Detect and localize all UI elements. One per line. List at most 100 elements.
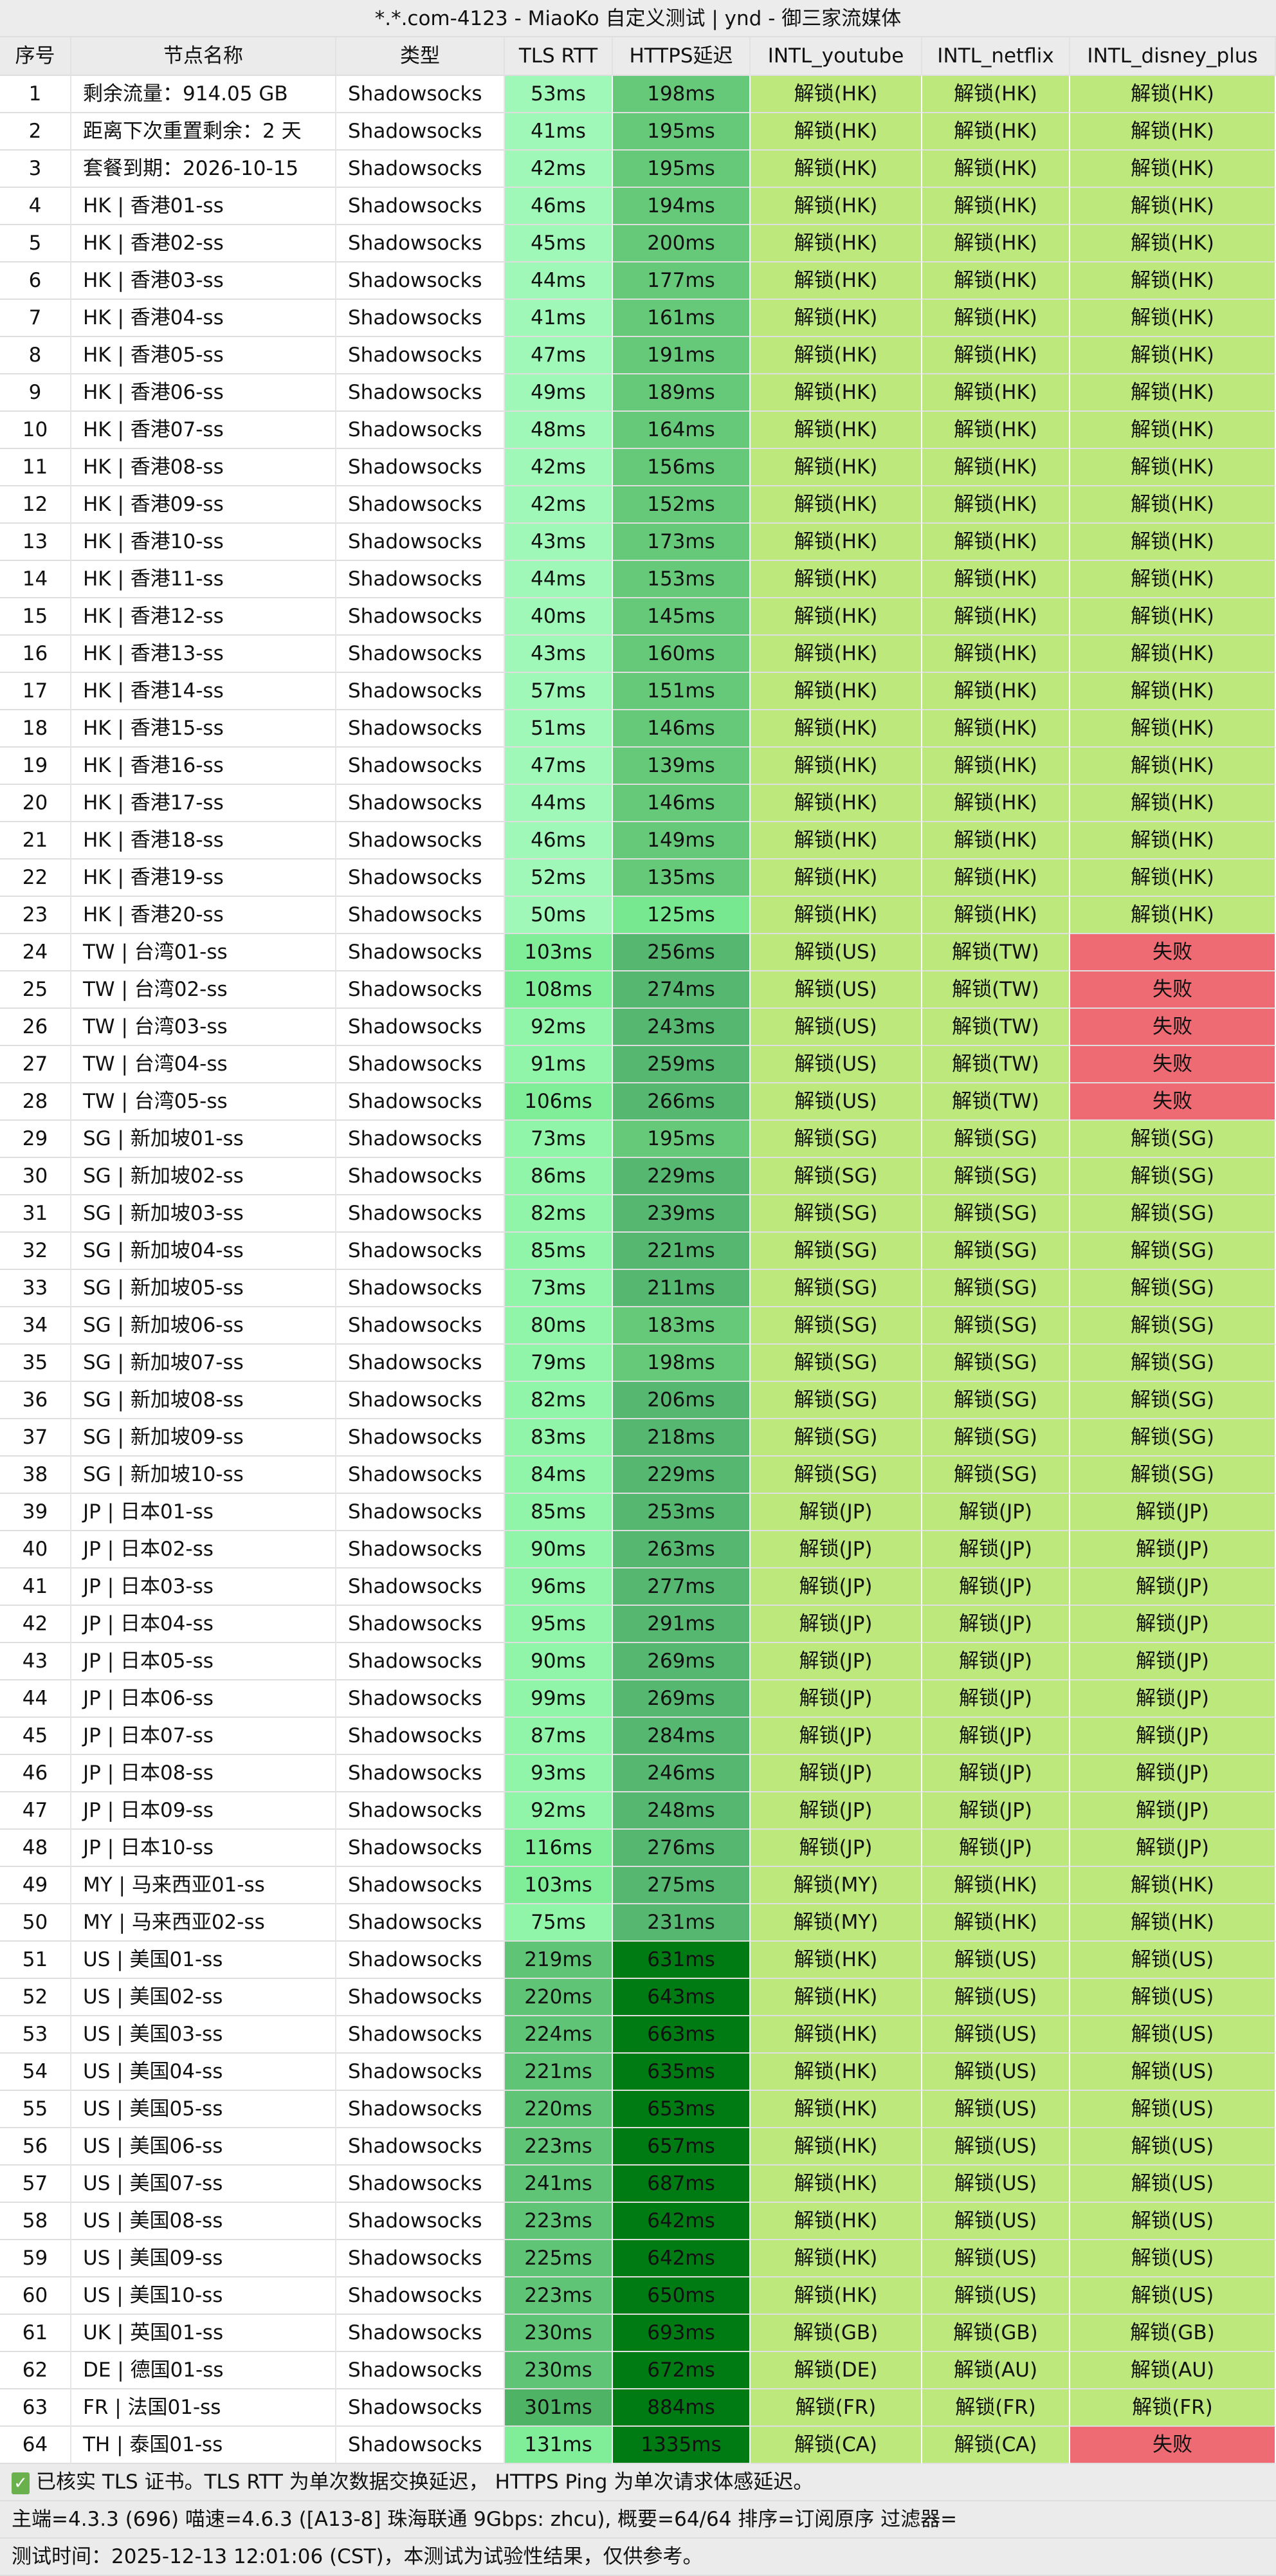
cell-https-latency: 635ms	[613, 2054, 751, 2091]
cell-tls-rtt: 131ms	[505, 2427, 613, 2464]
cell-index: 41	[0, 1569, 71, 1606]
cell-tls-rtt: 91ms	[505, 1046, 613, 1083]
cell-tls-rtt: 87ms	[505, 1718, 613, 1755]
cell-disney-plus: 解锁(HK)	[1070, 673, 1276, 710]
check-icon: ✓	[12, 2472, 30, 2494]
cell-type: Shadowsocks	[336, 2128, 505, 2166]
cell-index: 17	[0, 673, 71, 710]
cell-type: Shadowsocks	[336, 561, 505, 598]
cell-node-name: HK | 香港18-ss	[71, 822, 336, 860]
cell-tls-rtt: 92ms	[505, 1792, 613, 1830]
cell-tls-rtt: 108ms	[505, 971, 613, 1009]
cell-index: 42	[0, 1606, 71, 1643]
cell-netflix: 解锁(US)	[922, 2054, 1070, 2091]
cell-node-name: SG | 新加坡04-ss	[71, 1233, 336, 1270]
cell-node-name: US | 美国01-ss	[71, 1942, 336, 1979]
cell-youtube: 解锁(HK)	[751, 113, 922, 151]
cell-youtube: 解锁(HK)	[751, 2203, 922, 2240]
cell-tls-rtt: 44ms	[505, 561, 613, 598]
cell-netflix: 解锁(SG)	[922, 1345, 1070, 1382]
cell-type: Shadowsocks	[336, 1457, 505, 1494]
cell-index: 39	[0, 1494, 71, 1531]
cell-disney-plus: 解锁(HK)	[1070, 897, 1276, 934]
cell-tls-rtt: 90ms	[505, 1643, 613, 1680]
cell-netflix: 解锁(JP)	[922, 1569, 1070, 1606]
cell-node-name: SG | 新加坡10-ss	[71, 1457, 336, 1494]
cell-disney-plus: 解锁(HK)	[1070, 374, 1276, 412]
cell-youtube: 解锁(HK)	[751, 710, 922, 748]
cell-disney-plus: 解锁(US)	[1070, 2166, 1276, 2203]
cell-disney-plus: 解锁(JP)	[1070, 1606, 1276, 1643]
cell-type: Shadowsocks	[336, 971, 505, 1009]
cell-https-latency: 291ms	[613, 1606, 751, 1643]
cell-index: 19	[0, 748, 71, 785]
cell-https-latency: 650ms	[613, 2277, 751, 2315]
cell-https-latency: 161ms	[613, 300, 751, 337]
cell-node-name: JP | 日本02-ss	[71, 1531, 336, 1569]
cell-https-latency: 200ms	[613, 225, 751, 262]
cell-index: 45	[0, 1718, 71, 1755]
cell-tls-rtt: 42ms	[505, 151, 613, 188]
cell-index: 18	[0, 710, 71, 748]
cell-type: Shadowsocks	[336, 710, 505, 748]
cell-node-name: HK | 香港06-ss	[71, 374, 336, 412]
cell-https-latency: 663ms	[613, 2016, 751, 2054]
header-index: 序号	[0, 37, 71, 76]
cell-type: Shadowsocks	[336, 748, 505, 785]
cell-index: 55	[0, 2091, 71, 2128]
cell-index: 6	[0, 262, 71, 300]
cell-disney-plus: 解锁(SG)	[1070, 1345, 1276, 1382]
cell-youtube: 解锁(HK)	[751, 2128, 922, 2166]
cell-type: Shadowsocks	[336, 1233, 505, 1270]
cell-youtube: 解锁(HK)	[751, 1942, 922, 1979]
cell-index: 51	[0, 1942, 71, 1979]
cell-node-name: MY | 马来西亚02-ss	[71, 1904, 336, 1942]
cell-type: Shadowsocks	[336, 449, 505, 486]
cell-type: Shadowsocks	[336, 2277, 505, 2315]
cell-node-name: HK | 香港09-ss	[71, 486, 336, 524]
cell-index: 52	[0, 1979, 71, 2016]
cell-https-latency: 231ms	[613, 1904, 751, 1942]
cell-youtube: 解锁(HK)	[751, 2277, 922, 2315]
cell-tls-rtt: 241ms	[505, 2166, 613, 2203]
cell-https-latency: 284ms	[613, 1718, 751, 1755]
cell-netflix: 解锁(US)	[922, 1979, 1070, 2016]
cell-node-name: JP | 日本06-ss	[71, 1680, 336, 1718]
cell-disney-plus: 解锁(HK)	[1070, 151, 1276, 188]
header-youtube: INTL_youtube	[751, 37, 922, 76]
cell-disney-plus: 解锁(JP)	[1070, 1718, 1276, 1755]
cell-tls-rtt: 57ms	[505, 673, 613, 710]
cell-tls-rtt: 223ms	[505, 2203, 613, 2240]
cell-disney-plus: 解锁(US)	[1070, 1942, 1276, 1979]
cell-node-name: HK | 香港14-ss	[71, 673, 336, 710]
cell-node-name: UK | 英国01-ss	[71, 2315, 336, 2352]
header-node-name: 节点名称	[71, 37, 336, 76]
cell-netflix: 解锁(US)	[922, 2240, 1070, 2277]
cell-netflix: 解锁(HK)	[922, 486, 1070, 524]
footer-time: 测试时间：2025-12-13 12:01:06 (CST)，本测试为试验性结果…	[0, 2539, 1276, 2576]
cell-youtube: 解锁(CA)	[751, 2427, 922, 2464]
cell-netflix: 解锁(HK)	[922, 822, 1070, 860]
cell-netflix: 解锁(HK)	[922, 262, 1070, 300]
cell-disney-plus: 解锁(JP)	[1070, 1531, 1276, 1569]
cell-netflix: 解锁(US)	[922, 2203, 1070, 2240]
cell-tls-rtt: 40ms	[505, 598, 613, 636]
cell-tls-rtt: 103ms	[505, 1867, 613, 1904]
cell-node-name: FR | 法国01-ss	[71, 2389, 336, 2427]
cell-index: 4	[0, 188, 71, 225]
cell-type: Shadowsocks	[336, 1755, 505, 1792]
cell-youtube: 解锁(JP)	[751, 1569, 922, 1606]
cell-tls-rtt: 221ms	[505, 2054, 613, 2091]
cell-netflix: 解锁(SG)	[922, 1307, 1070, 1345]
cell-node-name: US | 美国07-ss	[71, 2166, 336, 2203]
cell-index: 33	[0, 1270, 71, 1307]
cell-https-latency: 195ms	[613, 1121, 751, 1158]
cell-https-latency: 146ms	[613, 710, 751, 748]
report-title: *.*.com-4123 - MiaoKo 自定义测试 | ynd - 御三家流…	[0, 0, 1276, 37]
cell-https-latency: 256ms	[613, 934, 751, 971]
cell-index: 21	[0, 822, 71, 860]
cell-tls-rtt: 73ms	[505, 1121, 613, 1158]
cell-netflix: 解锁(HK)	[922, 710, 1070, 748]
cell-youtube: 解锁(HK)	[751, 2054, 922, 2091]
cell-youtube: 解锁(HK)	[751, 449, 922, 486]
